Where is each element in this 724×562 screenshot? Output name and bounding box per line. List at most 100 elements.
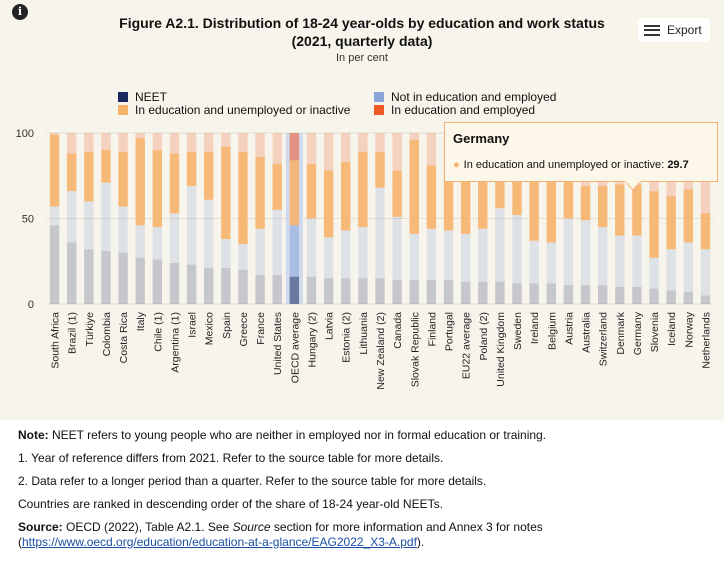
bar-in-education-unemployed[interactable] xyxy=(289,160,300,226)
bar-neet[interactable] xyxy=(186,264,197,304)
bar-in-education-unemployed[interactable] xyxy=(204,151,214,200)
bar-not-in-education-employed[interactable] xyxy=(443,230,454,281)
bar-not-in-education-employed[interactable] xyxy=(529,240,539,284)
bar-not-in-education-employed[interactable] xyxy=(152,227,163,260)
bar-not-in-education-employed[interactable] xyxy=(204,199,214,269)
bar-in-education-unemployed[interactable] xyxy=(512,153,522,216)
bar-neet[interactable] xyxy=(306,276,317,304)
bar-in-education-unemployed[interactable] xyxy=(666,196,676,250)
bar-in-education-employed[interactable] xyxy=(426,133,437,166)
bar-not-in-education-employed[interactable] xyxy=(118,206,128,253)
bar-not-in-education-employed[interactable] xyxy=(289,225,300,277)
bar-in-education-unemployed[interactable] xyxy=(495,156,505,209)
bar-in-education-unemployed[interactable] xyxy=(66,153,77,192)
info-icon[interactable]: i xyxy=(12,4,28,20)
bar-in-education-unemployed[interactable] xyxy=(118,151,128,207)
bar-in-education-employed[interactable] xyxy=(186,133,197,152)
bar-in-education-unemployed[interactable] xyxy=(649,191,659,258)
bar-neet[interactable] xyxy=(135,257,145,304)
bar-in-education-employed[interactable] xyxy=(358,133,368,152)
legend-item-in-education-unemployed[interactable]: In education and unemployed or inactive xyxy=(118,103,350,117)
bar-neet[interactable] xyxy=(49,225,60,304)
bar-neet[interactable] xyxy=(495,281,505,304)
bar-in-education-unemployed[interactable] xyxy=(341,162,351,231)
export-button[interactable]: Export xyxy=(638,18,710,42)
bar-in-education-employed[interactable] xyxy=(392,133,402,171)
bar-in-education-unemployed[interactable] xyxy=(478,168,488,229)
source-link[interactable]: https://www.oecd.org/education/education… xyxy=(22,535,417,549)
bar-not-in-education-employed[interactable] xyxy=(580,220,591,286)
bar-neet[interactable] xyxy=(152,259,163,304)
bar-not-in-education-employed[interactable] xyxy=(666,249,676,291)
bar-in-education-unemployed[interactable] xyxy=(392,170,402,217)
bar-in-education-unemployed[interactable] xyxy=(358,151,368,228)
bar-neet[interactable] xyxy=(169,262,180,304)
bar-not-in-education-employed[interactable] xyxy=(341,230,351,279)
bar-neet[interactable] xyxy=(615,286,625,304)
bar-in-education-employed[interactable] xyxy=(341,133,351,163)
bar-in-education-unemployed[interactable] xyxy=(49,134,60,207)
bar-neet[interactable] xyxy=(649,288,659,304)
bar-in-education-employed[interactable] xyxy=(375,133,385,152)
bar-not-in-education-employed[interactable] xyxy=(512,215,522,284)
bar-not-in-education-employed[interactable] xyxy=(546,242,556,284)
bar-in-education-employed[interactable] xyxy=(289,133,300,161)
bar-in-education-unemployed[interactable] xyxy=(597,186,608,228)
bar-neet[interactable] xyxy=(204,268,214,304)
bar-not-in-education-employed[interactable] xyxy=(135,225,145,258)
bar-in-education-employed[interactable] xyxy=(204,133,214,152)
bar-in-education-unemployed[interactable] xyxy=(700,213,711,250)
bar-neet[interactable] xyxy=(666,290,676,304)
bar-not-in-education-employed[interactable] xyxy=(323,237,334,279)
bar-in-education-unemployed[interactable] xyxy=(323,170,334,238)
bar-in-education-employed[interactable] xyxy=(49,133,60,135)
bar-neet[interactable] xyxy=(443,280,454,304)
bar-not-in-education-employed[interactable] xyxy=(597,227,608,286)
bar-in-education-employed[interactable] xyxy=(169,133,180,154)
bar-neet[interactable] xyxy=(392,280,402,304)
bar-not-in-education-employed[interactable] xyxy=(478,228,488,282)
bar-in-education-unemployed[interactable] xyxy=(135,138,145,226)
bar-not-in-education-employed[interactable] xyxy=(169,213,180,263)
bar-not-in-education-employed[interactable] xyxy=(615,235,625,287)
bar-neet[interactable] xyxy=(272,274,282,304)
bar-in-education-unemployed[interactable] xyxy=(238,151,248,245)
bar-not-in-education-employed[interactable] xyxy=(358,227,368,279)
bar-in-education-employed[interactable] xyxy=(152,133,163,151)
bar-neet[interactable] xyxy=(375,278,385,304)
bar-neet[interactable] xyxy=(700,295,711,304)
bar-neet[interactable] xyxy=(563,285,574,304)
bar-not-in-education-employed[interactable] xyxy=(392,216,402,281)
bar-neet[interactable] xyxy=(409,280,419,304)
legend-item-in-education-employed[interactable]: In education and employed xyxy=(374,103,535,117)
bar-in-education-employed[interactable] xyxy=(101,133,111,151)
bar-in-education-employed[interactable] xyxy=(66,133,77,154)
bar-in-education-unemployed[interactable] xyxy=(221,146,231,240)
bar-in-education-unemployed[interactable] xyxy=(632,184,642,236)
bar-not-in-education-employed[interactable] xyxy=(272,209,282,275)
bar-in-education-unemployed[interactable] xyxy=(306,163,317,219)
bar-in-education-employed[interactable] xyxy=(238,133,248,152)
bar-in-education-employed[interactable] xyxy=(221,133,231,147)
bar-not-in-education-employed[interactable] xyxy=(495,208,505,282)
bar-in-education-employed[interactable] xyxy=(306,133,317,164)
bar-neet[interactable] xyxy=(255,274,265,304)
bar-in-education-unemployed[interactable] xyxy=(546,167,556,243)
bar-not-in-education-employed[interactable] xyxy=(460,233,471,282)
bar-neet[interactable] xyxy=(632,286,642,304)
bar-not-in-education-employed[interactable] xyxy=(632,235,642,287)
bar-in-education-unemployed[interactable] xyxy=(426,165,437,229)
bar-neet[interactable] xyxy=(341,278,351,304)
bar-in-education-unemployed[interactable] xyxy=(443,172,454,231)
bar-in-education-employed[interactable] xyxy=(135,133,145,139)
bar-neet[interactable] xyxy=(460,281,471,304)
bar-not-in-education-employed[interactable] xyxy=(221,239,231,269)
bar-neet[interactable] xyxy=(118,252,128,304)
bar-not-in-education-employed[interactable] xyxy=(375,187,385,279)
bar-neet[interactable] xyxy=(597,285,608,304)
bar-not-in-education-employed[interactable] xyxy=(238,244,248,270)
bar-not-in-education-employed[interactable] xyxy=(409,233,419,281)
bar-neet[interactable] xyxy=(512,283,522,304)
bar-not-in-education-employed[interactable] xyxy=(84,201,94,250)
bar-in-education-unemployed[interactable] xyxy=(580,186,591,221)
